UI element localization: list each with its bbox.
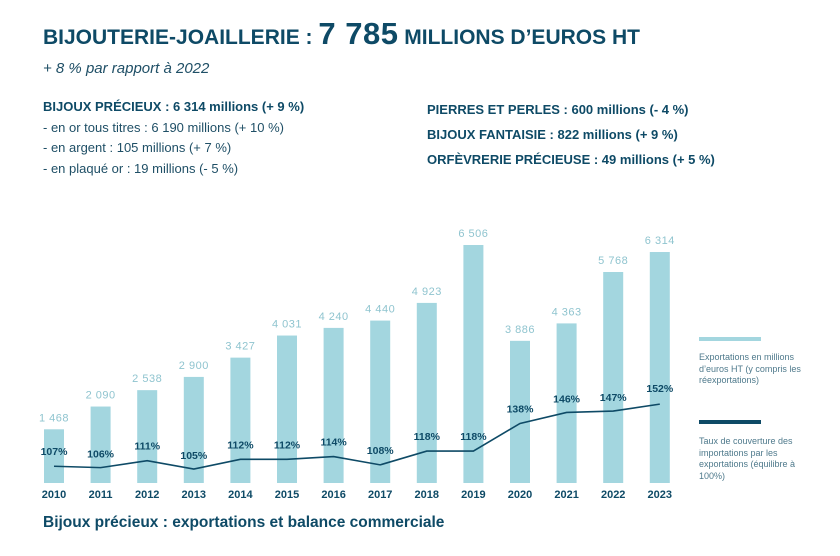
page-title: BIJOUTERIE-JOAILLERIE : 7 785 MILLIONS D… bbox=[43, 16, 640, 52]
bar-value-label: 4 240 bbox=[319, 311, 349, 323]
title-suffix: MILLIONS D’EUROS HT bbox=[398, 26, 640, 49]
line-value-label: 152% bbox=[646, 383, 674, 395]
bar-2023 bbox=[649, 252, 670, 483]
bar-value-label: 3 427 bbox=[225, 341, 255, 353]
x-tick-label: 2012 bbox=[135, 489, 159, 501]
legend-line-swatch bbox=[699, 420, 761, 424]
line-value-label: 112% bbox=[227, 439, 254, 451]
legend-bar-label: Exportations en millions d’euros HT (y c… bbox=[699, 352, 801, 385]
line-value-label: 118% bbox=[414, 431, 441, 443]
bar-value-label: 3 886 bbox=[505, 324, 535, 336]
bar-value-label: 2 090 bbox=[86, 390, 116, 402]
legend-bar-swatch bbox=[699, 337, 761, 341]
bar-2016 bbox=[323, 327, 344, 483]
x-tick-label: 2021 bbox=[554, 489, 578, 501]
chart-title: Bijoux précieux : exportations et balanc… bbox=[43, 514, 445, 531]
title-prefix: BIJOUTERIE-JOAILLERIE : bbox=[43, 26, 319, 49]
breakdown-item-gold-plated: - en plaqué or : 19 millions (- 5 %) bbox=[43, 160, 239, 176]
x-tick-label: 2019 bbox=[461, 489, 485, 501]
x-tick-label: 2017 bbox=[368, 489, 392, 501]
x-tick-label: 2010 bbox=[42, 489, 66, 501]
x-tick-label: 2013 bbox=[182, 489, 206, 501]
x-tick-label: 2022 bbox=[601, 489, 625, 501]
x-tick-label: 2011 bbox=[89, 489, 113, 501]
line-value-label: 118% bbox=[460, 431, 487, 443]
breakdown-heading: BIJOUX PRÉCIEUX : 6 314 millions (+ 9 %) bbox=[43, 99, 305, 114]
subtitle: + 8 % par rapport à 2022 bbox=[43, 60, 210, 77]
legend-line-label: Taux de couverture des importations par … bbox=[699, 436, 796, 481]
bar-2011 bbox=[90, 406, 111, 483]
bar-2014 bbox=[230, 357, 251, 483]
x-tick-label: 2016 bbox=[321, 489, 345, 501]
other-categories: PIERRES ET PERLES : 600 millions (- 4 %)… bbox=[427, 97, 715, 172]
bar-value-label: 2 900 bbox=[179, 360, 209, 372]
bar-value-label: 5 768 bbox=[598, 255, 628, 267]
line-value-label: 114% bbox=[320, 437, 347, 449]
x-tick-label: 2015 bbox=[275, 489, 299, 501]
line-value-label: 108% bbox=[367, 445, 395, 457]
bar-2015 bbox=[277, 335, 297, 483]
bar-2012 bbox=[137, 390, 158, 483]
coverage-rate-line bbox=[53, 403, 660, 470]
breakdown-item-gold: - en or tous titres : 6 190 millions (+ … bbox=[43, 119, 284, 135]
bar-value-label: 6 314 bbox=[645, 235, 675, 247]
breakdown-item-silver: - en argent : 105 millions (+ 7 %) bbox=[43, 140, 232, 155]
bar-value-label: 4 440 bbox=[365, 304, 395, 316]
bar-2010 bbox=[44, 429, 64, 483]
x-tick-label: 2023 bbox=[648, 489, 672, 501]
line-value-label: 138% bbox=[507, 403, 535, 415]
category-fashion-jewelry: BIJOUX FANTAISIE : 822 millions (+ 9 %) bbox=[427, 127, 678, 142]
bar-value-label: 4 923 bbox=[412, 286, 442, 298]
line-value-label: 147% bbox=[600, 392, 628, 404]
category-silverware: ORFÈVRERIE PRÉCIEUSE : 49 millions (+ 5 … bbox=[427, 152, 715, 167]
precious-jewelry-breakdown: BIJOUX PRÉCIEUX : 6 314 millions (+ 9 %)… bbox=[43, 97, 304, 179]
bar-value-label: 4 031 bbox=[272, 319, 302, 331]
bar-2021 bbox=[556, 323, 577, 483]
x-tick-label: 2018 bbox=[415, 489, 439, 501]
bar-2019 bbox=[463, 245, 484, 483]
line-value-label: 112% bbox=[274, 439, 301, 451]
bar-2017 bbox=[370, 320, 391, 483]
line-value-label: 106% bbox=[87, 449, 115, 461]
bar-2018 bbox=[416, 302, 437, 483]
bar-2013 bbox=[183, 376, 204, 483]
x-tick-label: 2020 bbox=[508, 489, 532, 501]
bar-value-label: 2 538 bbox=[132, 373, 162, 385]
bar-value-label: 1 468 bbox=[39, 412, 69, 424]
bar-2022 bbox=[603, 271, 624, 483]
bar-2020 bbox=[510, 340, 530, 483]
category-stones-pearls: PIERRES ET PERLES : 600 millions (- 4 %) bbox=[427, 102, 689, 117]
bar-value-label: 6 506 bbox=[458, 228, 488, 240]
line-value-label: 105% bbox=[180, 450, 208, 462]
line-value-label: 111% bbox=[134, 441, 160, 453]
bar-value-label: 4 363 bbox=[552, 306, 582, 318]
x-tick-label: 2014 bbox=[228, 489, 253, 501]
line-value-label: 107% bbox=[41, 446, 69, 458]
line-value-label: 146% bbox=[553, 393, 581, 405]
title-value: 7 785 bbox=[318, 16, 399, 51]
